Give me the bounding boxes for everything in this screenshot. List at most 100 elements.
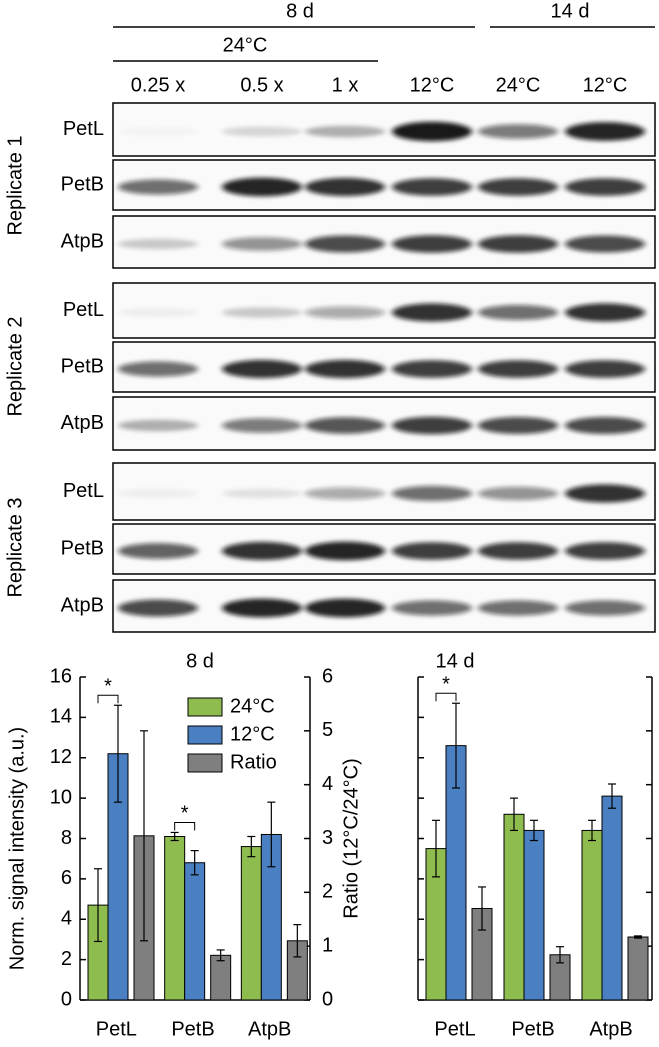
band (118, 238, 198, 250)
error-bar (432, 819, 440, 878)
band (565, 600, 645, 616)
bar (164, 835, 186, 1001)
band (222, 359, 302, 379)
band (478, 417, 558, 434)
protein-label: PetB (61, 173, 104, 195)
band (392, 542, 472, 560)
x-tick-label: PetL (96, 1018, 137, 1040)
band (118, 419, 198, 432)
error-bar (247, 835, 256, 858)
error-bar (510, 797, 518, 832)
band (392, 600, 472, 616)
y-tick-label: 0 (61, 988, 72, 1010)
band (118, 489, 198, 498)
band (118, 179, 198, 195)
legend-label: 24°C (230, 695, 275, 717)
bar (627, 936, 649, 1001)
bands (118, 541, 645, 561)
significance-bracket (435, 692, 457, 702)
replicate-label: Replicate 1 (4, 135, 26, 235)
bar (601, 795, 623, 1001)
y-axis-label: Norm. signal intensity (a.u.) (6, 727, 28, 970)
band (392, 303, 472, 322)
replicate-label: Replicate 2 (4, 316, 26, 416)
annotation: * (104, 676, 112, 698)
legend-label: 12°C (230, 723, 275, 745)
band (118, 308, 198, 317)
bands (118, 359, 645, 379)
band (478, 124, 558, 139)
significance-bracket (174, 821, 196, 831)
band (305, 177, 385, 197)
band (565, 122, 645, 141)
legend-label: Ratio (230, 751, 277, 773)
band (222, 177, 302, 197)
band (392, 235, 472, 253)
y2-axis-label: Ratio (12°C/24°C) (340, 758, 362, 919)
band (392, 485, 472, 502)
protein-label: AtpB (61, 412, 104, 434)
band (222, 307, 302, 318)
error-bar (478, 886, 486, 931)
blot-panel (112, 396, 656, 451)
blot-panel (112, 215, 656, 269)
bar (523, 829, 545, 1001)
band (478, 178, 558, 196)
protein-label: AtpB (61, 230, 104, 252)
error-bar (634, 935, 642, 939)
bands (118, 598, 645, 618)
band (305, 359, 385, 379)
annotation: * (442, 674, 450, 696)
y-tick-label: 4 (61, 908, 72, 930)
protein-label: AtpB (61, 594, 104, 616)
band (565, 235, 645, 253)
y2-tick-label: 5 (322, 719, 333, 741)
error-bar (216, 949, 225, 962)
band (478, 542, 558, 560)
bar (581, 829, 603, 1001)
band (222, 237, 302, 251)
band (118, 127, 198, 135)
blot-panel (112, 462, 656, 521)
x-tick-label: PetL (434, 1018, 475, 1040)
error-bar (530, 819, 538, 842)
x-tick-label: AtpB (589, 1018, 632, 1040)
error-bar (140, 730, 148, 942)
band (118, 543, 198, 559)
y-tick-label: 6 (61, 867, 72, 889)
lane-label: 24°C (496, 74, 541, 96)
y2-tick-label: 6 (322, 665, 333, 687)
group-label: 14 d (551, 0, 590, 22)
band (305, 125, 385, 138)
band (565, 303, 645, 322)
band (565, 542, 645, 560)
band (392, 121, 472, 142)
lane-label: 12°C (410, 74, 455, 96)
band (222, 598, 302, 618)
band (392, 360, 472, 378)
protein-label: PetB (61, 355, 104, 377)
protein-label: PetL (63, 299, 104, 321)
band (478, 360, 558, 378)
error-bar (452, 702, 460, 789)
band (565, 484, 645, 503)
band (222, 541, 302, 561)
chart-title: 8 d (186, 650, 214, 672)
bands (118, 416, 645, 435)
lane-label: 12°C (583, 74, 628, 96)
y2-tick-label: 0 (322, 988, 333, 1010)
band (478, 304, 558, 321)
band (305, 598, 385, 618)
x-tick-label: AtpB (248, 1018, 291, 1040)
band (305, 487, 385, 500)
y-tick-label: 16 (50, 665, 72, 687)
group-label: 8 d (286, 0, 314, 22)
lane-label: 0.5 x (240, 74, 283, 96)
band (222, 126, 302, 137)
bands (118, 303, 645, 322)
bands (118, 121, 645, 142)
error-bar (293, 924, 302, 958)
band (392, 416, 472, 435)
band (305, 235, 385, 253)
